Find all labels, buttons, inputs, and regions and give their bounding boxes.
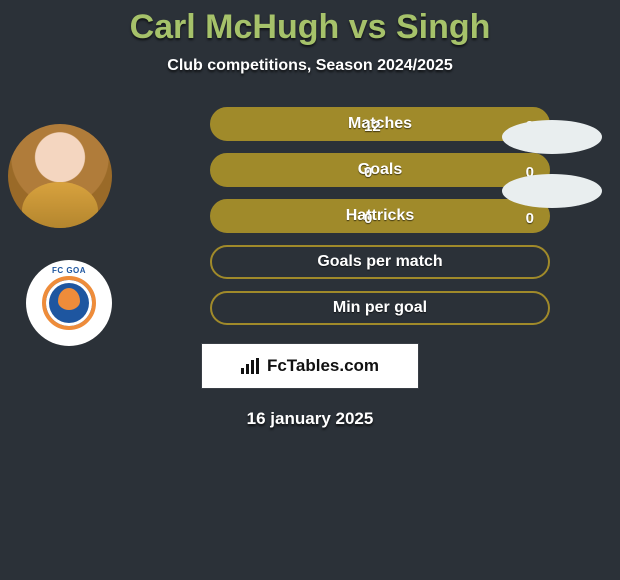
stat-row: Hattricks00 — [70, 199, 550, 233]
stat-label: Min per goal — [333, 299, 427, 317]
stat-pill: Goals00 — [210, 153, 550, 187]
stat-row: Goals00 — [70, 153, 550, 187]
bars-icon — [241, 358, 261, 374]
generated-date: 16 january 2025 — [0, 409, 620, 429]
page-title: Carl McHugh vs Singh — [0, 0, 620, 47]
brand-text: FcTables.com — [267, 356, 379, 376]
stat-label: Hattricks — [346, 207, 414, 225]
stat-pill: Matches129 — [210, 107, 550, 141]
stat-value-left: 0 — [364, 155, 372, 189]
stat-label: Goals per match — [317, 253, 442, 271]
brand-box: FcTables.com — [201, 343, 419, 389]
stat-pill: Goals per match — [210, 245, 550, 279]
stat-pill: Min per goal — [210, 291, 550, 325]
stat-row: Matches129 — [70, 107, 550, 141]
side-ellipse — [502, 120, 602, 154]
stat-row: Goals per match — [70, 245, 550, 279]
side-ellipse — [502, 174, 602, 208]
stat-pill: Hattricks00 — [210, 199, 550, 233]
page-subtitle: Club competitions, Season 2024/2025 — [0, 57, 620, 75]
stat-value-left: 12 — [364, 109, 381, 143]
stat-value-left: 0 — [364, 201, 372, 235]
stat-row: Min per goal — [70, 291, 550, 325]
